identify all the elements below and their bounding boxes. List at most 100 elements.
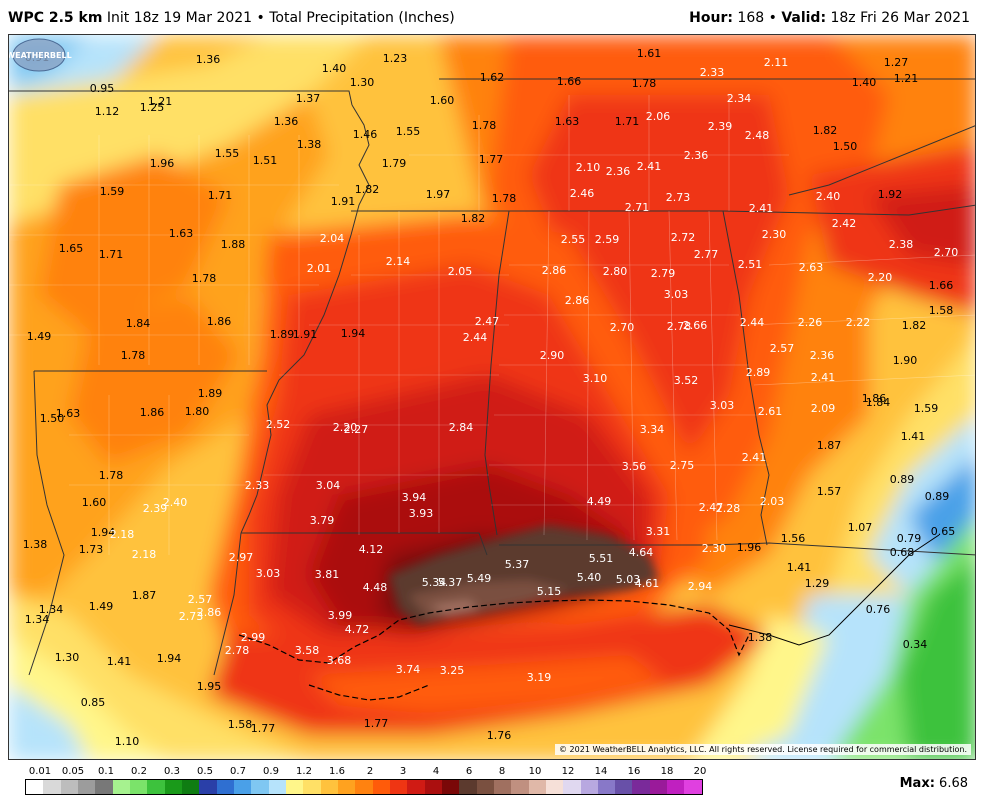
precip-value-label: 1.29 (805, 577, 830, 590)
precip-value-label: 4.48 (363, 581, 388, 594)
precip-value-label: 1.86 (140, 406, 165, 419)
precip-value-label: 2.52 (266, 418, 291, 431)
legend-swatch (528, 780, 546, 794)
precip-value-label: 2.40 (163, 496, 188, 509)
precip-value-label: 1.12 (95, 105, 120, 118)
precip-value-label: 1.78 (99, 469, 124, 482)
precip-value-label: 2.94 (688, 580, 713, 593)
precip-value-label: 4.72 (345, 623, 370, 636)
precip-value-label: 2.86 (565, 294, 590, 307)
precip-value-label: 2.33 (245, 479, 270, 492)
precip-value-label: 2.33 (700, 66, 725, 79)
precip-value-label: 1.78 (121, 349, 146, 362)
precip-value-label: 3.10 (583, 372, 608, 385)
precip-value-label: 1.60 (430, 94, 455, 107)
precip-value-label: 1.95 (197, 680, 222, 693)
precip-value-label: 1.34 (39, 603, 64, 616)
precip-value-label: 2.51 (738, 258, 763, 271)
precip-value-label: 2.66 (683, 319, 708, 332)
precip-value-label: 1.55 (215, 147, 240, 160)
precip-value-label: 4.12 (359, 543, 384, 556)
legend-colorbar (25, 779, 703, 795)
precip-value-label: 1.40 (852, 76, 877, 89)
precip-value-label: 2.30 (762, 228, 787, 241)
precip-value-label: 1.21 (894, 72, 919, 85)
legend-tick-label: 8 (498, 766, 506, 777)
precip-value-label: 3.68 (327, 654, 352, 667)
precip-value-label: 1.40 (322, 62, 347, 75)
precip-value-label: 3.99 (328, 609, 353, 622)
precip-value-label: 2.61 (758, 405, 783, 418)
precip-value-label: 1.78 (472, 119, 497, 132)
precip-value-label: 1.50 (40, 412, 65, 425)
precip-value-label: 2.41 (637, 160, 662, 173)
legend-tick-label: 0.2 (131, 766, 147, 777)
legend-swatch (632, 780, 650, 794)
init-time: Init 18z 19 Mar 2021 • Total Precipitati… (102, 10, 455, 26)
precip-value-label: 3.25 (440, 664, 465, 677)
precip-value-label: 1.80 (185, 405, 210, 418)
legend-swatch (147, 780, 165, 794)
precip-value-label: 3.34 (640, 423, 665, 436)
legend-tick-label: 0.9 (263, 766, 279, 777)
precip-value-label: 1.30 (55, 651, 80, 664)
precip-value-label: 2.70 (934, 246, 959, 259)
precip-value-label: 1.71 (615, 115, 640, 128)
precip-value-label: 2.09 (811, 402, 836, 415)
legend-tick-label: 3 (399, 766, 407, 777)
hour-value: 168 • (732, 10, 782, 26)
precip-value-label: 1.36 (274, 115, 299, 128)
precip-value-label: 1.60 (82, 496, 107, 509)
precip-value-label: 2.39 (708, 120, 733, 133)
precip-value-label: 1.41 (107, 655, 132, 668)
precip-value-label: 2.48 (745, 129, 770, 142)
precip-value-label: 2.40 (816, 190, 841, 203)
legend-tick-label: 10 (528, 766, 542, 777)
legend-swatch (649, 780, 668, 794)
precip-value-label: 1.86 (862, 392, 887, 405)
precip-value-label: 1.78 (492, 192, 517, 205)
precip-value-label: 1.73 (79, 543, 104, 556)
legend-swatch (95, 780, 113, 794)
legend-swatch (268, 780, 286, 794)
legend: 0.01 0.05 0.1 0.2 0.3 0.5 0.7 0.9 1.2 1.6 2 3 4 6 8 10 1… (8, 764, 984, 808)
precip-value-label: 1.49 (27, 330, 52, 343)
precip-value-label: 1.76 (487, 729, 512, 742)
precip-value-label: 2.30 (702, 542, 727, 555)
precip-value-label: 1.27 (884, 56, 909, 69)
precip-value-label: 3.31 (646, 525, 671, 538)
precip-value-label: 2.41 (742, 451, 767, 464)
precip-value-label: 1.66 (929, 279, 954, 292)
legend-tick-label: 2 (366, 766, 374, 777)
precip-value-label: 2.57 (188, 593, 213, 606)
legend-swatch (615, 780, 633, 794)
precip-value-label: 2.80 (603, 265, 628, 278)
precip-value-label: 3.56 (622, 460, 647, 473)
precip-value-label: 2.10 (576, 161, 601, 174)
precip-value-label: 2.34 (727, 92, 752, 105)
precip-value-label: 2.78 (667, 320, 692, 333)
max-value: 6.68 (934, 776, 968, 791)
legend-tick-label: 0.3 (164, 766, 180, 777)
precip-value-label: 3.74 (396, 663, 421, 676)
precip-value-label: 1.65 (59, 242, 84, 255)
precip-value-label: 2.41 (749, 202, 774, 215)
precip-value-label: 2.44 (463, 331, 488, 344)
precip-value-label: 2.18 (110, 528, 135, 541)
precip-value-label: 1.78 (192, 272, 217, 285)
precip-value-label: 1.07 (848, 521, 873, 534)
precip-value-label: 1.87 (817, 439, 842, 452)
valid-label: Valid: (781, 10, 827, 26)
precip-value-label: 1.94 (157, 652, 182, 665)
legend-swatch (459, 780, 477, 794)
legend-swatch (667, 780, 685, 794)
title-right: Hour: 168 • Valid: 18z Fri 26 Mar 2021 (689, 10, 970, 26)
precip-value-label: 1.66 (557, 75, 582, 88)
precip-value-label: 1.58 (228, 718, 253, 731)
legend-swatch (129, 780, 148, 794)
legend-swatch (597, 780, 616, 794)
legend-swatch (233, 780, 252, 794)
precip-value-label: 0.85 (81, 696, 106, 709)
county-lines (9, 95, 975, 555)
precip-value-label: 2.73 (179, 610, 204, 623)
